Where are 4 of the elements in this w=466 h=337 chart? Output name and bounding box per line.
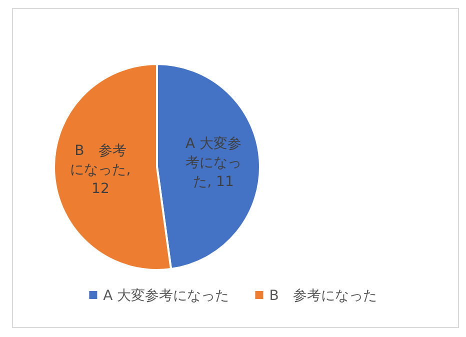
data-label: B 参考になった, 12 (69, 142, 132, 200)
legend-label: A 大変参考になった (103, 288, 230, 304)
data-label: A 大変参考になった, 11 (184, 134, 243, 192)
legend-label: B 参考になった (269, 288, 377, 304)
